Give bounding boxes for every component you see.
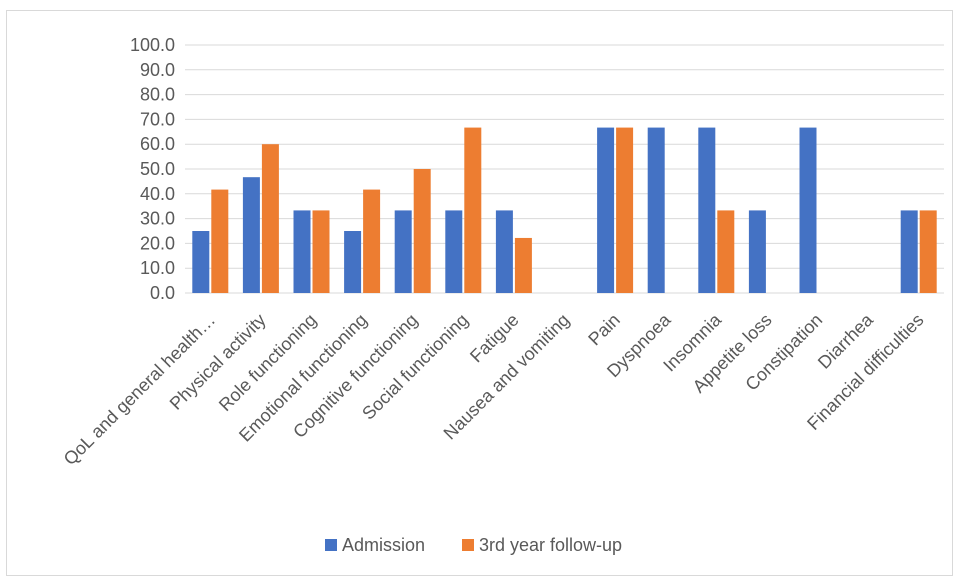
bar-admission: [748, 210, 766, 293]
y-tick-label: 80.0: [140, 85, 175, 105]
bar-admission: [698, 127, 716, 293]
bar-admission: [495, 210, 513, 293]
bar-follow-up: [919, 210, 937, 293]
y-tick-label: 60.0: [140, 134, 175, 154]
bar-follow-up: [363, 189, 381, 293]
chart-frame: 0.0 10.0 20.0 30.0 40.0 50.0 60.0 70.0 80.0 90.0 1…: [6, 10, 953, 576]
bar-follow-up: [616, 127, 634, 293]
y-tick-label: 30.0: [140, 209, 175, 229]
bar-admission: [597, 127, 615, 293]
y-tick-label: 0.0: [150, 283, 175, 303]
bar-admission: [445, 210, 463, 293]
legend-label: 3rd year follow-up: [479, 535, 622, 555]
bar-follow-up: [312, 210, 330, 293]
bar-admission: [900, 210, 918, 293]
y-tick-label: 70.0: [140, 109, 175, 129]
x-axis-category-labels: QoL and general health…Physical activity…: [60, 309, 928, 469]
bar-admission: [293, 210, 311, 293]
bar-follow-up: [413, 169, 431, 293]
bar-admission: [647, 127, 665, 293]
bar-admission: [799, 127, 817, 293]
bar-follow-up: [717, 210, 735, 293]
y-tick-label: 10.0: [140, 258, 175, 278]
y-tick-label: 90.0: [140, 60, 175, 80]
legend-label: Admission: [342, 535, 425, 555]
y-axis-tick-labels: 0.0 10.0 20.0 30.0 40.0 50.0 60.0 70.0 80.0 90.0 1…: [130, 35, 175, 303]
y-tick-label: 100.0: [130, 35, 175, 55]
legend-swatch: [325, 539, 337, 551]
bar-admission: [394, 210, 412, 293]
bar-admission: [242, 177, 260, 293]
x-category-label: Pain: [584, 310, 624, 350]
gridlines: [185, 44, 944, 294]
y-tick-label: 20.0: [140, 233, 175, 253]
y-tick-label: 40.0: [140, 184, 175, 204]
bar-admission: [192, 231, 210, 293]
bars: [192, 127, 937, 293]
legend-swatch: [462, 539, 474, 551]
y-tick-label: 50.0: [140, 159, 175, 179]
bar-follow-up: [261, 144, 279, 293]
bar-admission: [344, 231, 362, 293]
bar-follow-up: [464, 127, 482, 293]
bar-chart: 0.0 10.0 20.0 30.0 40.0 50.0 60.0 70.0 80.0 90.0 1…: [60, 35, 944, 555]
bar-follow-up: [514, 237, 532, 293]
bar-follow-up: [211, 189, 229, 293]
legend: Admission 3rd year follow-up: [325, 535, 622, 555]
